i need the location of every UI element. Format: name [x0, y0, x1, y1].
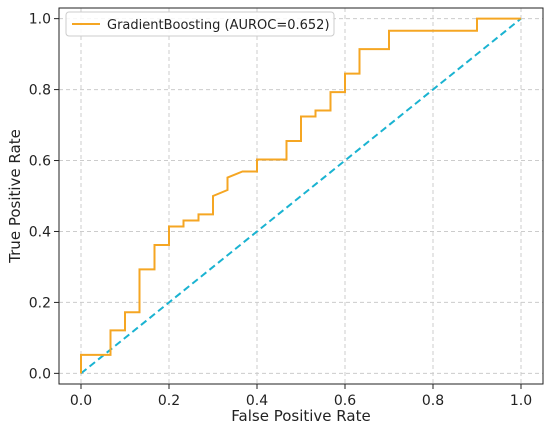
x-axis-label: False Positive Rate [231, 407, 370, 425]
y-tick-label: 1.0 [29, 12, 51, 28]
y-tick-label: 0.0 [29, 366, 51, 382]
x-tick-label: 0.8 [422, 393, 444, 409]
roc-curve-line [80, 17, 521, 374]
x-axis-ticks: 0.0 0.2 0.4 0.6 0.8 1.0 [70, 384, 532, 409]
x-tick-label: 0.0 [70, 393, 92, 409]
x-tick-label: 0.2 [158, 393, 180, 409]
x-tick-label: 0.6 [334, 393, 356, 409]
legend: GradientBoosting (AUROC=0.652) [65, 11, 335, 37]
y-tick-label: 0.2 [29, 295, 51, 311]
plot-frame [58, 7, 544, 385]
legend-label-gradientboosting: GradientBoosting (AUROC=0.652) [107, 18, 330, 33]
y-tick-label: 0.8 [29, 83, 51, 99]
y-tick-label: 0.6 [29, 154, 51, 170]
chance-diagonal-series [80, 17, 522, 375]
grid-lines [59, 8, 543, 384]
x-tick-label: 0.4 [246, 393, 268, 409]
y-axis-label: True Positive Rate [6, 129, 24, 264]
legend-box [65, 11, 335, 37]
y-tick-label: 0.4 [29, 224, 51, 240]
y-axis-ticks: 0.0 0.2 0.4 0.6 0.8 1.0 [29, 12, 59, 382]
roc-curve-series [80, 17, 521, 374]
chance-diagonal-line [80, 17, 522, 375]
x-tick-label: 1.0 [510, 393, 532, 409]
